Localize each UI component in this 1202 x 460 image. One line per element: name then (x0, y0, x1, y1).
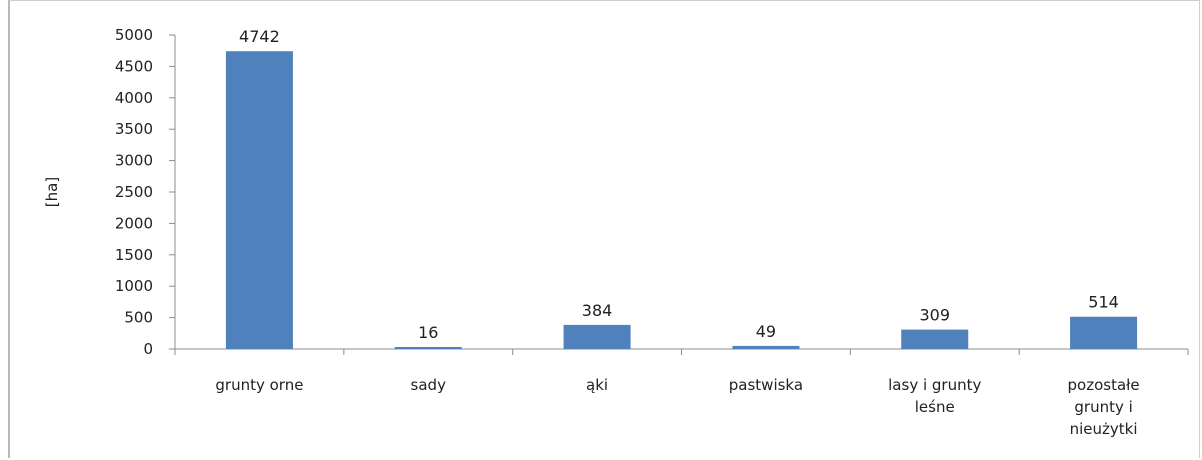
bar (394, 347, 462, 349)
bar (901, 329, 969, 349)
y-tick-label: 4000 (115, 89, 153, 107)
y-tick-label: 5000 (115, 26, 153, 44)
category-label: pozostałe (1068, 376, 1140, 394)
y-tick-label: 1000 (115, 277, 153, 295)
category-labels: grunty orne sady ąki pastwiska lasy i grunty… (215, 376, 1139, 438)
bar (225, 51, 293, 350)
y-axis-title: [ha] (43, 177, 61, 207)
bar (1070, 316, 1138, 349)
y-tick-label: 3000 (115, 152, 153, 170)
bar (563, 324, 631, 349)
data-label: 16 (418, 323, 438, 342)
category-label: grunty orne (215, 376, 303, 394)
data-labels: 4742 16 384 49 309 514 (239, 27, 1119, 342)
bars (225, 51, 1138, 350)
y-tick-label: 2000 (115, 214, 153, 232)
data-label: 309 (919, 306, 950, 325)
y-tick-label: 3500 (115, 120, 153, 138)
data-label: 384 (582, 301, 613, 320)
category-label: lasy i grunty (888, 376, 981, 394)
category-label: leśne (915, 398, 955, 416)
category-label: nieużytki (1070, 420, 1138, 438)
y-tick-label: 4500 (115, 57, 153, 75)
category-label: grunty i (1074, 398, 1132, 416)
y-tick-label: 1500 (115, 246, 153, 264)
category-label: pastwiska (729, 376, 803, 394)
category-label: sady (411, 376, 447, 394)
data-label: 4742 (239, 27, 280, 46)
axes (169, 34, 1189, 355)
data-label: 49 (756, 322, 776, 341)
y-tick-label: 500 (124, 309, 153, 327)
category-label: ąki (586, 376, 608, 394)
y-tick-label: 0 (143, 340, 153, 358)
chart-frame (8, 0, 1200, 458)
bar (732, 345, 800, 349)
data-label: 514 (1088, 293, 1119, 312)
y-tick-labels: 0 500 1000 1500 2000 2500 3000 3500 4000 4500 5000 (115, 26, 153, 358)
y-tick-label: 2500 (115, 183, 153, 201)
